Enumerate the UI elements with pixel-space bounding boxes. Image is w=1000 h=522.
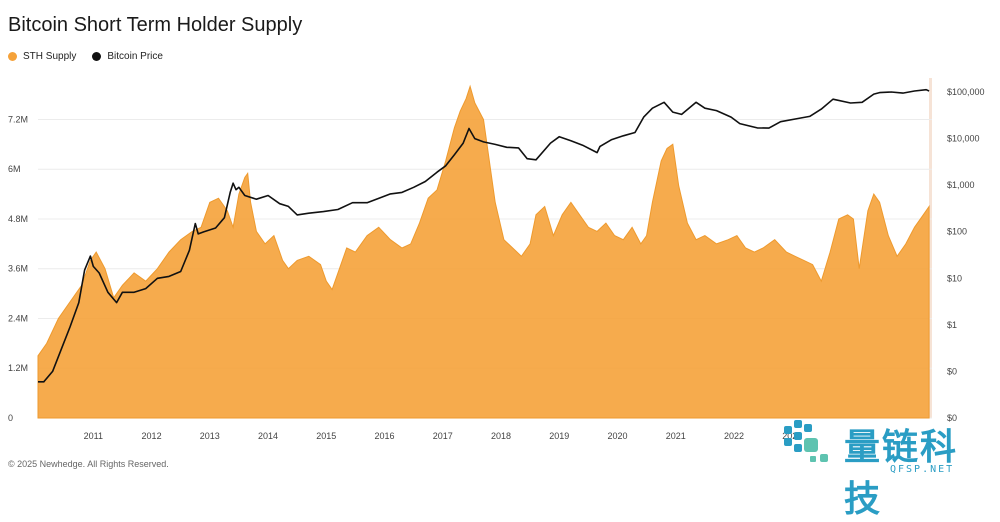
y-right-tick-label: $0 bbox=[947, 366, 957, 376]
x-tick-label: 2020 bbox=[607, 431, 627, 441]
y-right-tick-label: $1,000 bbox=[947, 180, 975, 190]
y-right-tick-label: $100,000 bbox=[947, 87, 985, 97]
x-tick-label: 2013 bbox=[200, 431, 220, 441]
plot-right-edge bbox=[929, 78, 932, 418]
y-axis-left: 0 1.2M 2.4M 3.6M 4.8M 6M 7.2M bbox=[8, 114, 28, 423]
y-right-tick-label: $0 bbox=[947, 413, 957, 423]
watermark-logo: 量链科技 QFSP.NET bbox=[780, 416, 995, 520]
y-left-tick-label: 0 bbox=[8, 413, 13, 423]
qfsp-logo-icon bbox=[784, 420, 828, 462]
x-tick-label: 2011 bbox=[84, 431, 103, 441]
x-tick-label: 2018 bbox=[491, 431, 511, 441]
legend-item-sth-supply[interactable]: STH Supply bbox=[8, 51, 76, 62]
x-tick-label: 2022 bbox=[724, 431, 744, 441]
x-tick-label: 2017 bbox=[433, 431, 453, 441]
y-right-tick-label: $100 bbox=[947, 227, 967, 237]
sth-supply-series bbox=[37, 84, 930, 419]
watermark-subtext: QFSP.NET bbox=[890, 464, 955, 475]
y-left-tick-label: 4.8M bbox=[8, 214, 28, 224]
x-tick-label: 2014 bbox=[258, 431, 278, 441]
x-tick-label: 2021 bbox=[666, 431, 686, 441]
y-left-tick-label: 6M bbox=[8, 164, 21, 174]
chart-plot[interactable]: 0 1.2M 2.4M 3.6M 4.8M 6M 7.2M $0 $0 $1 $10 $100 $1,… bbox=[0, 0, 1000, 481]
sth-supply-area bbox=[37, 84, 930, 419]
chart-title: Bitcoin Short Term Holder Supply bbox=[8, 14, 303, 36]
legend-label-bitcoin-price: Bitcoin Price bbox=[107, 51, 163, 62]
y-left-tick-label: 7.2M bbox=[8, 114, 28, 124]
y-axis-right: $0 $0 $1 $10 $100 $1,000 $10,000 $100,000 bbox=[947, 87, 985, 423]
legend-item-bitcoin-price[interactable]: Bitcoin Price bbox=[92, 51, 163, 62]
x-tick-label: 2019 bbox=[549, 431, 569, 441]
legend: STH Supply Bitcoin Price bbox=[8, 51, 179, 62]
x-axis: 2011 2012 2013 2014 2015 2016 2017 2018 2019 2020… bbox=[84, 431, 803, 441]
x-tick-label: 2015 bbox=[316, 431, 336, 441]
x-tick-label: 2016 bbox=[375, 431, 395, 441]
y-right-tick-label: $10,000 bbox=[947, 134, 980, 144]
y-right-tick-label: $1 bbox=[947, 320, 957, 330]
legend-dot-sth-supply bbox=[8, 52, 17, 61]
y-left-tick-label: 2.4M bbox=[8, 313, 28, 323]
copyright-footer: © 2025 Newhedge. All Rights Reserved. bbox=[8, 459, 169, 469]
x-tick-label: 2012 bbox=[142, 431, 162, 441]
legend-label-sth-supply: STH Supply bbox=[23, 51, 77, 62]
bitcoin-price-line bbox=[38, 88, 930, 383]
y-right-tick-label: $10 bbox=[947, 273, 962, 283]
bitcoin-price-series bbox=[38, 88, 930, 383]
legend-dot-bitcoin-price bbox=[92, 52, 102, 61]
y-left-tick-label: 1.2M bbox=[8, 363, 28, 373]
y-left-tick-label: 3.6M bbox=[8, 264, 28, 274]
x-tick-label: 2023 bbox=[782, 431, 802, 441]
